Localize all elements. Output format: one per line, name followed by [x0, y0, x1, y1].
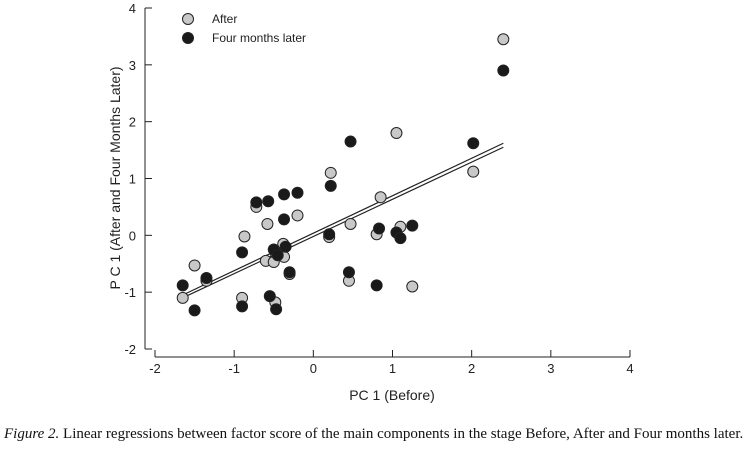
- point-four-months: [291, 186, 304, 199]
- point-four-months: [342, 266, 355, 279]
- x-tick-label: -2: [149, 361, 161, 376]
- point-four-months: [200, 271, 213, 284]
- point-four-months: [271, 249, 284, 262]
- point-four-months: [278, 188, 291, 201]
- scatter-chart: -2 -1 0 1 2 3 4 -2 -1 0 1 2 3 4 PC 1 (Before) P C 1 (…: [107, 1, 634, 403]
- y-tick-label: 2: [129, 115, 136, 130]
- point-four-months: [263, 290, 276, 303]
- point-four-months: [406, 219, 419, 232]
- x-tick-label: 1: [389, 361, 396, 376]
- point-four-months: [270, 303, 283, 316]
- point-four-months: [250, 196, 263, 209]
- point-four-months: [278, 213, 291, 226]
- legend-marker-after: [182, 13, 194, 25]
- x-tick-label: 2: [468, 361, 475, 376]
- point-four-months: [262, 195, 275, 208]
- x-tick-label: 0: [310, 361, 317, 376]
- point-after: [188, 259, 201, 272]
- point-after: [497, 33, 510, 46]
- figure-caption: Figure 2. Linear regressions between fac…: [4, 425, 754, 444]
- point-after: [344, 217, 357, 230]
- y-tick-label: 1: [129, 172, 136, 187]
- legend-marker-four-months: [182, 32, 194, 44]
- point-four-months: [497, 64, 510, 77]
- point-after: [467, 165, 480, 178]
- x-axis-label: PC 1 (Before): [349, 387, 435, 403]
- caption-label: Figure 2.: [4, 426, 60, 442]
- caption-text: Linear regressions between factor score …: [59, 426, 744, 442]
- y-axis-label: P C 1 (After and Four Months Later): [107, 66, 123, 289]
- y-tick-label: 4: [129, 1, 136, 16]
- regression-line-after: [182, 146, 504, 299]
- x-tick-label: 4: [626, 361, 633, 376]
- y-tick-label: 0: [129, 228, 136, 243]
- x-tick-label: 3: [547, 361, 554, 376]
- point-after: [374, 191, 387, 204]
- legend: After Four months later: [182, 12, 306, 45]
- point-four-months: [394, 232, 407, 245]
- point-four-months: [323, 228, 336, 241]
- point-four-months: [370, 279, 383, 292]
- point-after: [176, 291, 189, 304]
- x-tick-label: -1: [228, 361, 240, 376]
- y-tick-label: -2: [124, 342, 136, 357]
- point-after: [291, 209, 304, 222]
- y-tick-label: -1: [124, 285, 136, 300]
- legend-label-after: After: [212, 12, 237, 26]
- point-four-months: [467, 137, 480, 150]
- point-four-months: [236, 300, 249, 313]
- point-after: [406, 280, 419, 293]
- legend-label-four-months: Four months later: [212, 31, 306, 45]
- point-after: [390, 127, 403, 140]
- point-after: [261, 217, 274, 230]
- regression-line-four-months: [182, 142, 504, 296]
- point-four-months: [188, 304, 201, 317]
- point-after: [324, 166, 337, 179]
- y-tick-label: 3: [129, 58, 136, 73]
- point-four-months: [373, 222, 386, 235]
- point-after: [238, 230, 251, 243]
- point-four-months: [176, 279, 189, 292]
- point-four-months: [279, 240, 292, 253]
- point-four-months: [324, 179, 337, 192]
- point-four-months: [236, 246, 249, 259]
- point-four-months: [283, 266, 296, 279]
- point-four-months: [344, 135, 357, 148]
